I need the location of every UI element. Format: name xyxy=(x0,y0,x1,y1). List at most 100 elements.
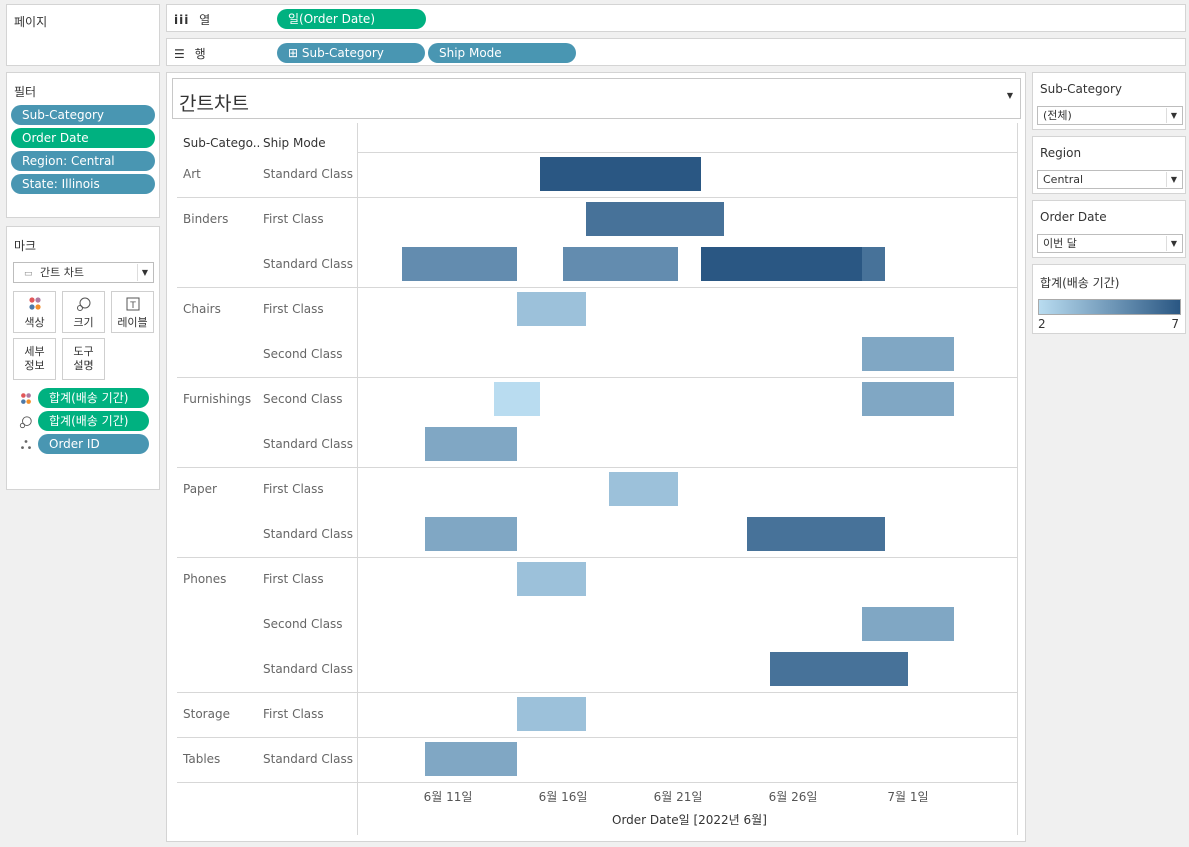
rows-shelf[interactable]: ☰ 행 ⊞ Sub-Category Ship Mode xyxy=(166,38,1186,66)
gantt-bar[interactable] xyxy=(862,382,954,416)
worksheet-title-box[interactable]: 간트차트 ▼ xyxy=(172,78,1021,119)
marks-card-title: 마크 xyxy=(14,239,37,253)
axis-title: Order Date일 [2022년 6월] xyxy=(612,813,767,827)
chevron-down-icon: ▼ xyxy=(1166,236,1181,251)
size-icon xyxy=(63,296,104,314)
ship-mode-label[interactable]: Standard Class xyxy=(263,527,353,541)
x-axis-tick-label: 6월 11일 xyxy=(423,790,473,804)
order-date-select[interactable]: 이번 달 ▼ xyxy=(1037,234,1183,253)
gantt-bar[interactable] xyxy=(609,472,678,506)
group-divider xyxy=(177,557,1017,558)
quick-filter-order-date: Order Date 이번 달 ▼ xyxy=(1032,200,1186,258)
marks-field-color[interactable]: 합계(배송 기간) xyxy=(38,388,149,408)
header-sub-category[interactable]: Sub-Catego.. xyxy=(183,136,261,150)
rows-pill-sub-category[interactable]: ⊞ Sub-Category xyxy=(277,43,425,63)
sub-category-select[interactable]: (전체) ▼ xyxy=(1037,106,1183,125)
detail-button-label: 세부 정보 xyxy=(24,345,45,372)
mark-type-select[interactable]: ▭ 간트 차트 ▼ xyxy=(13,262,154,283)
tooltip-button[interactable]: 도구 설명 xyxy=(62,338,105,380)
gantt-bar[interactable] xyxy=(770,652,908,686)
ship-mode-label[interactable]: First Class xyxy=(263,212,324,226)
gantt-bar[interactable] xyxy=(517,292,586,326)
gantt-bar[interactable] xyxy=(402,247,517,281)
marks-field-size[interactable]: 합계(배송 기간) xyxy=(38,411,149,431)
color-button[interactable]: 색상 xyxy=(13,291,56,333)
sub-category-label[interactable]: Paper xyxy=(183,482,217,496)
rows-pill-ship-mode[interactable]: Ship Mode xyxy=(428,43,576,63)
columns-shelf[interactable]: iii 열 일(Order Date) xyxy=(166,4,1186,32)
gantt-bar[interactable] xyxy=(517,697,586,731)
ship-mode-label[interactable]: Second Class xyxy=(263,347,343,361)
size-button[interactable]: 크기 xyxy=(62,291,105,333)
ship-mode-label[interactable]: Standard Class xyxy=(263,257,353,271)
columns-icon: iii xyxy=(174,13,190,27)
ship-mode-label[interactable]: Standard Class xyxy=(263,752,353,766)
color-icon xyxy=(19,391,33,410)
ship-mode-label[interactable]: First Class xyxy=(263,572,324,586)
chevron-down-icon: ▼ xyxy=(1166,172,1181,187)
gantt-bar[interactable] xyxy=(425,427,517,461)
sub-category-label[interactable]: Binders xyxy=(183,212,229,226)
gantt-bar[interactable] xyxy=(563,247,678,281)
sub-category-label[interactable]: Tables xyxy=(183,752,221,766)
header-ship-mode[interactable]: Ship Mode xyxy=(263,136,326,150)
gantt-bar[interactable] xyxy=(862,337,954,371)
ship-mode-label[interactable]: Standard Class xyxy=(263,437,353,451)
filter-pill-state[interactable]: State: Illinois xyxy=(11,174,155,194)
gantt-bar[interactable] xyxy=(586,202,724,236)
header-divider xyxy=(357,152,1017,153)
gantt-chart: Sub-Catego.. Ship Mode Art Standard Class… xyxy=(167,73,1027,843)
x-axis-tick-label: 6월 16일 xyxy=(538,790,588,804)
legend-title: 합계(배송 기간) xyxy=(1040,276,1120,290)
filter-pill-sub-category[interactable]: Sub-Category xyxy=(11,105,155,125)
chevron-down-icon[interactable]: ▼ xyxy=(1006,91,1013,100)
ship-mode-label[interactable]: First Class xyxy=(263,482,324,496)
marks-field-detail[interactable]: Order ID xyxy=(38,434,149,454)
ship-mode-label[interactable]: First Class xyxy=(263,707,324,721)
pages-card-title: 페이지 xyxy=(14,15,48,29)
group-divider xyxy=(177,467,1017,468)
rows-shelf-label: ☰ 행 xyxy=(174,47,206,61)
gantt-bar[interactable] xyxy=(425,517,517,551)
ship-mode-label[interactable]: Standard Class xyxy=(263,167,353,181)
legend-color-ramp[interactable] xyxy=(1038,299,1181,315)
gantt-bar[interactable] xyxy=(862,607,954,641)
detail-button[interactable]: 세부 정보 xyxy=(13,338,56,380)
group-divider xyxy=(177,737,1017,738)
ship-mode-label[interactable]: Second Class xyxy=(263,617,343,631)
gantt-bar[interactable] xyxy=(494,382,540,416)
rows-icon: ☰ xyxy=(174,47,185,61)
region-select[interactable]: Central ▼ xyxy=(1037,170,1183,189)
color-legend: 합계(배송 기간) 2 7 xyxy=(1032,264,1186,334)
x-axis-tick-label: 6월 21일 xyxy=(653,790,703,804)
sub-category-label[interactable]: Chairs xyxy=(183,302,221,316)
filter-pill-order-date[interactable]: Order Date xyxy=(11,128,155,148)
x-axis-tick-label: 7월 1일 xyxy=(887,790,929,804)
sub-category-label[interactable]: Storage xyxy=(183,707,230,721)
tooltip-button-label: 도구 설명 xyxy=(73,345,94,372)
group-divider xyxy=(177,692,1017,693)
filter-pill-region[interactable]: Region: Central xyxy=(11,151,155,171)
size-icon xyxy=(19,414,33,433)
legend-min: 2 xyxy=(1038,317,1046,331)
columns-pill-order-date[interactable]: 일(Order Date) xyxy=(277,9,426,29)
chevron-down-icon: ▼ xyxy=(137,264,152,281)
gantt-bar[interactable] xyxy=(540,157,701,191)
sub-category-label[interactable]: Phones xyxy=(183,572,227,586)
ship-mode-label[interactable]: Standard Class xyxy=(263,662,353,676)
label-button[interactable]: T 레이블 xyxy=(111,291,154,333)
worksheet: 간트차트 ▼ Sub-Catego.. Ship Mode Art Standar… xyxy=(166,72,1026,842)
sub-category-label[interactable]: Art xyxy=(183,167,201,181)
quick-filter-region: Region Central ▼ xyxy=(1032,136,1186,194)
group-divider xyxy=(177,287,1017,288)
ship-mode-label[interactable]: First Class xyxy=(263,302,324,316)
gantt-bar[interactable] xyxy=(701,247,862,281)
group-divider xyxy=(177,377,1017,378)
gantt-bar[interactable] xyxy=(425,742,517,776)
ship-mode-label[interactable]: Second Class xyxy=(263,392,343,406)
gantt-bar[interactable] xyxy=(747,517,885,551)
sub-category-label[interactable]: Furnishings xyxy=(183,392,252,406)
gantt-bar[interactable] xyxy=(517,562,586,596)
group-divider xyxy=(177,782,1017,783)
chevron-down-icon: ▼ xyxy=(1166,108,1181,123)
